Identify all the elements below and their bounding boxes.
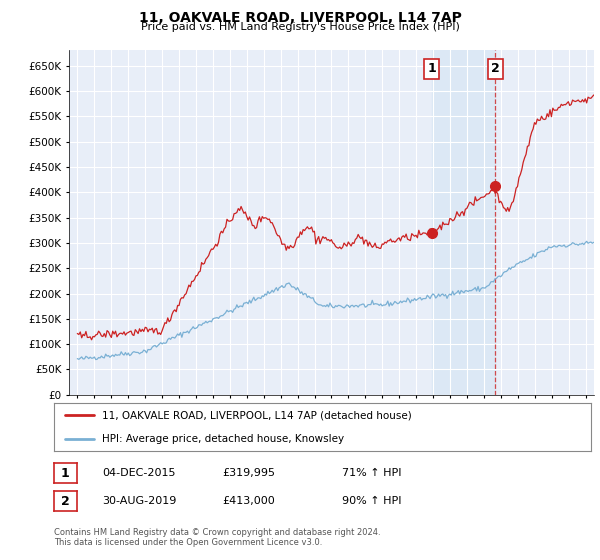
Text: 1: 1 (61, 466, 70, 480)
Text: £413,000: £413,000 (222, 496, 275, 506)
Text: 11, OAKVALE ROAD, LIVERPOOL, L14 7AP (detached house): 11, OAKVALE ROAD, LIVERPOOL, L14 7AP (de… (103, 410, 412, 420)
Text: 90% ↑ HPI: 90% ↑ HPI (342, 496, 401, 506)
Text: 2: 2 (61, 494, 70, 508)
Text: 71% ↑ HPI: 71% ↑ HPI (342, 468, 401, 478)
Text: £319,995: £319,995 (222, 468, 275, 478)
Text: Price paid vs. HM Land Registry's House Price Index (HPI): Price paid vs. HM Land Registry's House … (140, 22, 460, 32)
Text: Contains HM Land Registry data © Crown copyright and database right 2024.
This d: Contains HM Land Registry data © Crown c… (54, 528, 380, 548)
Bar (432, 50, 495, 395)
Text: 04-DEC-2015: 04-DEC-2015 (102, 468, 176, 478)
Text: 11, OAKVALE ROAD, LIVERPOOL, L14 7AP: 11, OAKVALE ROAD, LIVERPOOL, L14 7AP (139, 11, 461, 25)
Text: 2: 2 (491, 63, 499, 76)
Text: HPI: Average price, detached house, Knowsley: HPI: Average price, detached house, Know… (103, 434, 344, 444)
Text: 30-AUG-2019: 30-AUG-2019 (102, 496, 176, 506)
Text: 1: 1 (427, 63, 436, 76)
